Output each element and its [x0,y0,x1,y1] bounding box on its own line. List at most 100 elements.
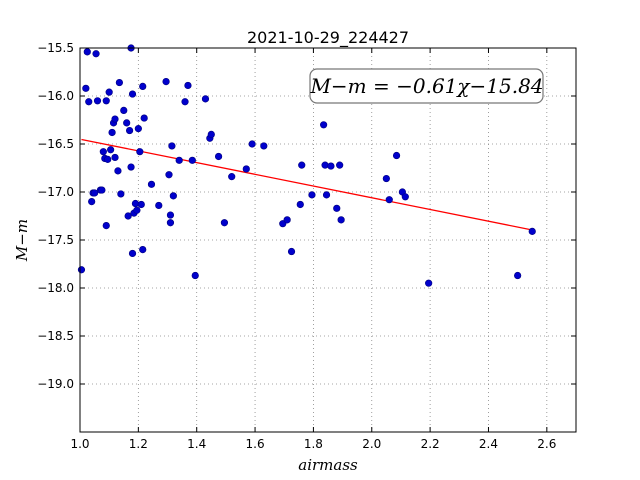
data-point [99,148,107,156]
data-point [137,200,145,209]
data-point [220,219,229,227]
data-point [111,115,119,123]
data-point [322,191,331,199]
data-point [155,201,163,210]
data-point [139,246,147,254]
data-point [134,125,142,133]
data-point [184,81,192,90]
data-point [260,142,268,150]
chart-title: 2021-10-29_224427 [247,28,409,48]
data-point [140,114,148,122]
data-point [201,95,210,103]
data-point [92,50,100,58]
y-tick-label: −19.0 [37,377,74,391]
y-tick-label: −17.5 [37,233,74,247]
x-tick-label: 2.2 [421,437,440,451]
data-point [127,163,135,171]
x-tick-label: 2.6 [537,437,556,451]
y-axis-ticks: −15.5 −16.0 −16.5 −17.0 −17.5 −18.0 −18.5 −19.0 [37,41,576,391]
data-point [165,171,173,179]
data-point [102,97,110,105]
data-point [147,180,156,188]
data-point [128,249,137,258]
data-point [104,155,112,163]
data-point [111,153,119,162]
data-point [320,121,328,129]
y-axis-label: M−m [13,219,31,262]
data-point [283,216,291,224]
x-tick-label: 1.2 [129,437,148,451]
data-points [77,44,536,287]
y-tick-label: −16.5 [37,137,74,151]
annotation-text: M−m = −0.61χ−15.84 [309,74,543,98]
data-point [385,196,393,204]
data-point [327,162,335,170]
y-tick-label: −16.0 [37,89,74,103]
data-point [514,271,522,280]
data-point [126,126,134,135]
y-tick-label: −17.0 [37,185,74,199]
data-point [117,190,125,198]
data-point [166,219,175,227]
data-point [296,200,304,209]
data-point [166,211,175,219]
data-point [528,227,536,235]
data-point [107,146,115,154]
data-point [191,271,199,280]
x-tick-label: 1.8 [304,437,323,451]
data-point [401,193,409,201]
data-point [115,78,123,87]
data-point [169,192,177,200]
y-tick-label: −18.0 [37,281,74,295]
data-point [124,212,132,220]
data-point [123,119,131,127]
data-point [336,161,344,169]
data-point [131,199,140,208]
data-point [392,151,401,160]
data-point [382,174,390,183]
data-point [248,140,256,148]
data-point [88,198,96,206]
data-point [114,167,122,175]
data-point [207,130,215,138]
data-point [90,189,99,197]
data-point [136,148,144,156]
data-point [77,266,86,274]
data-point [298,161,306,169]
y-tick-label: −15.5 [37,41,74,55]
data-point [181,98,189,106]
data-point [128,90,137,98]
annotation-box: M−m = −0.61χ−15.84 [309,68,544,104]
data-point [168,142,176,150]
data-point [85,98,93,106]
data-point [337,216,345,224]
data-point [102,222,110,230]
fit-line-group [81,138,533,231]
x-tick-label: 2.0 [362,437,381,451]
data-point [120,106,128,114]
data-point [82,84,90,92]
data-point [162,77,170,86]
data-point [105,88,113,96]
y-tick-label: −18.5 [37,329,74,343]
fit-line [81,138,533,231]
data-point [139,82,147,90]
data-point [321,161,329,169]
data-point [108,128,116,137]
data-point [133,206,141,214]
data-point [308,191,316,199]
grid [79,47,576,432]
x-tick-label: 1.4 [187,437,206,451]
data-point [93,97,102,105]
data-point [214,152,223,161]
x-tick-label: 1.0 [70,437,89,451]
data-point [175,156,183,164]
x-tick-label: 1.6 [246,437,265,451]
x-tick-label: 2.4 [479,437,498,451]
x-axis-label: airmass [298,456,358,474]
data-point [83,48,91,56]
data-point [287,247,296,256]
x-axis-ticks: 1.0 1.2 1.4 1.6 1.8 2.0 2.2 2.4 2.6 [70,48,556,451]
data-point [425,279,433,287]
